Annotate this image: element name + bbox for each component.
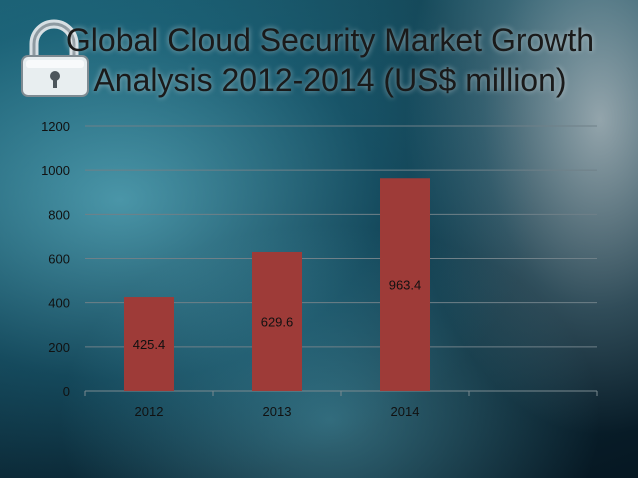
- bars: 425.4 629.6 963.4: [124, 178, 430, 391]
- chart-title: Global Cloud Security Market Growth Anal…: [65, 22, 595, 98]
- y-tick-label: 800: [48, 207, 70, 222]
- padlock-icon: [21, 19, 89, 97]
- y-tick-label: 1200: [41, 119, 70, 134]
- gridlines: [85, 125, 597, 348]
- bar-2013: [252, 251, 302, 391]
- y-tick-label: 600: [48, 252, 70, 267]
- bar-2012: [124, 297, 174, 391]
- x-axis-ticks: 2012 2013 2014: [84, 391, 598, 419]
- bar-2014: [380, 178, 430, 391]
- data-label-2014: 963.4: [389, 278, 422, 293]
- data-label-2013: 629.6: [261, 314, 294, 329]
- x-tick-label-2013: 2013: [263, 404, 292, 419]
- y-axis-ticks: 0 200 400 600 800 1000 1200: [41, 119, 70, 399]
- y-tick-label: 200: [48, 340, 70, 355]
- y-tick-label: 1000: [41, 163, 70, 178]
- y-tick-label: 0: [63, 384, 70, 399]
- y-tick-label: 400: [48, 296, 70, 311]
- x-tick-label-2014: 2014: [391, 404, 420, 419]
- x-tick-label-2012: 2012: [135, 404, 164, 419]
- data-label-2012: 425.4: [133, 337, 166, 352]
